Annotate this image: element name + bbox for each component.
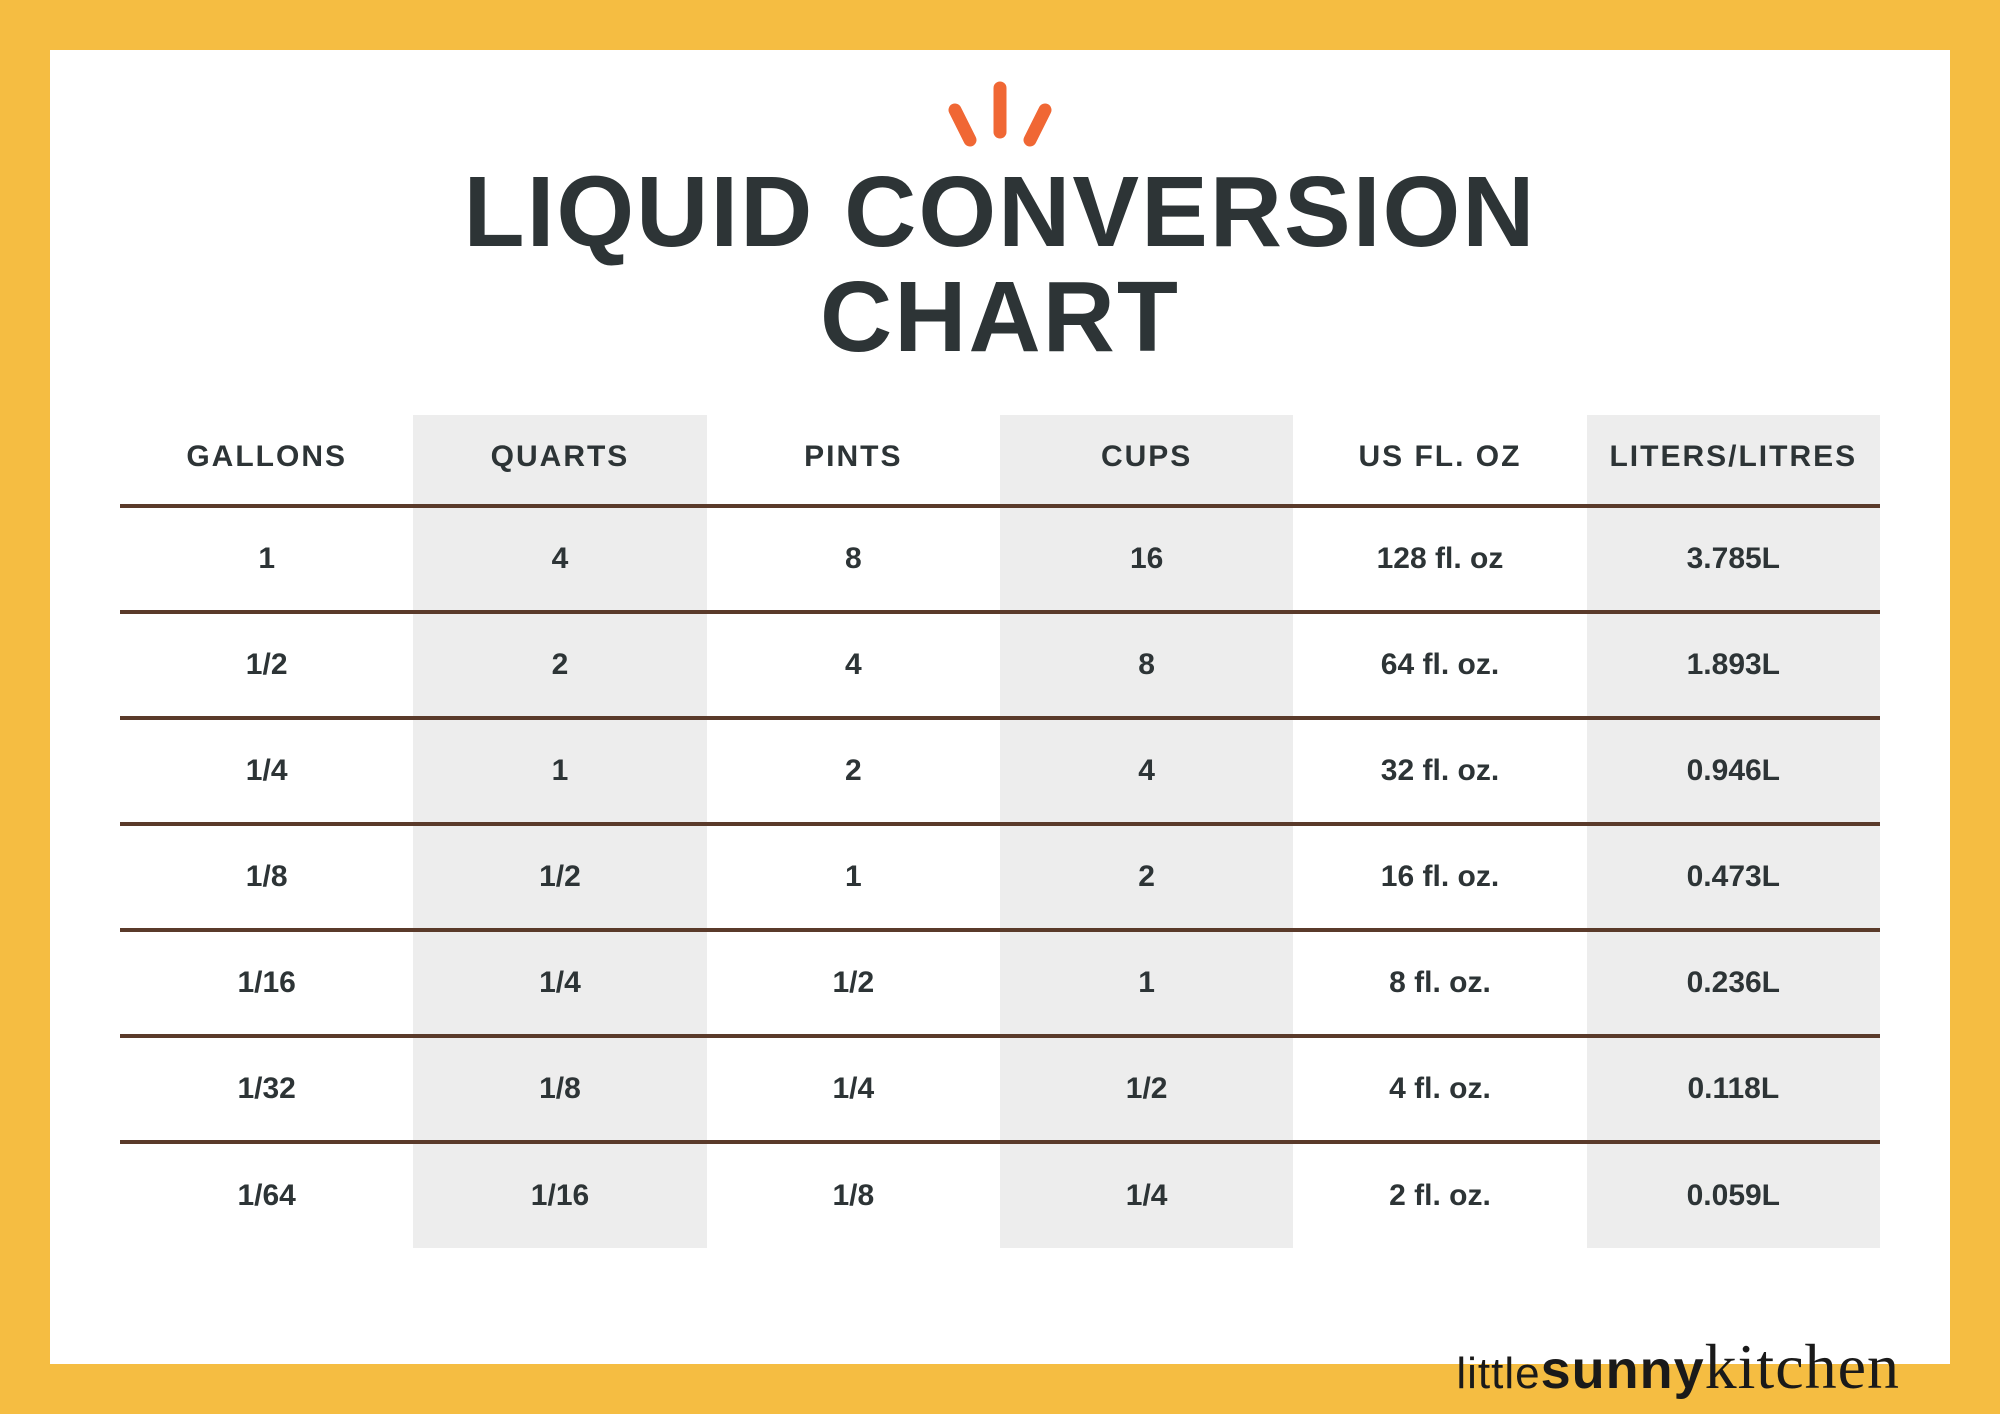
table-cell: 16: [1000, 506, 1293, 612]
table-cell: 8: [707, 506, 1000, 612]
table-cell: 32 fl. oz.: [1293, 718, 1586, 824]
table-cell: 2: [413, 612, 706, 718]
spark-icon: [930, 80, 1070, 160]
table-cell: 2: [707, 718, 1000, 824]
table-row: 1/321/81/41/24 fl. oz.0.118L: [120, 1036, 1880, 1142]
table-row: 14816128 fl. oz3.785L: [120, 506, 1880, 612]
table-cell: 2 fl. oz.: [1293, 1142, 1586, 1248]
table-cell: 64 fl. oz.: [1293, 612, 1586, 718]
logo-sunny: sunny: [1541, 1340, 1705, 1400]
table-header-row: GALLONS QUARTS PINTS CUPS US FL. OZ LITE…: [120, 415, 1880, 506]
table-row: 1/412432 fl. oz.0.946L: [120, 718, 1880, 824]
table-row: 1/224864 fl. oz.1.893L: [120, 612, 1880, 718]
brand-logo: littlesunnykitchen: [1456, 1330, 1900, 1404]
table-cell: 4: [1000, 718, 1293, 824]
table-cell: 3.785L: [1587, 506, 1880, 612]
table-cell: 1/16: [120, 930, 413, 1036]
table-cell: 0.236L: [1587, 930, 1880, 1036]
table-cell: 1/32: [120, 1036, 413, 1142]
table-cell: 1: [413, 718, 706, 824]
table-cell: 1/2: [707, 930, 1000, 1036]
table-cell: 16 fl. oz.: [1293, 824, 1586, 930]
table-cell: 1/2: [1000, 1036, 1293, 1142]
table-row: 1/161/41/218 fl. oz.0.236L: [120, 930, 1880, 1036]
table-cell: 1/2: [120, 612, 413, 718]
table-cell: 8 fl. oz.: [1293, 930, 1586, 1036]
table-cell: 1/4: [413, 930, 706, 1036]
table-cell: 1: [1000, 930, 1293, 1036]
table-cell: 4: [413, 506, 706, 612]
table-cell: 0.059L: [1587, 1142, 1880, 1248]
col-quarts: QUARTS: [413, 415, 706, 506]
table-body: 14816128 fl. oz3.785L1/224864 fl. oz.1.8…: [120, 506, 1880, 1248]
table-cell: 1: [707, 824, 1000, 930]
table-cell: 1/4: [707, 1036, 1000, 1142]
table-cell: 1/4: [1000, 1142, 1293, 1248]
table-cell: 0.946L: [1587, 718, 1880, 824]
table-cell: 1: [120, 506, 413, 612]
border-frame: LIQUID CONVERSION CHART GALLONS QUARTS P…: [0, 0, 2000, 1414]
col-liters: LITERS/LITRES: [1587, 415, 1880, 506]
col-pints: PINTS: [707, 415, 1000, 506]
table-cell: 1/8: [707, 1142, 1000, 1248]
table-cell: 1/8: [120, 824, 413, 930]
table-cell: 8: [1000, 612, 1293, 718]
logo-kitchen: kitchen: [1705, 1331, 1900, 1402]
table-cell: 1/16: [413, 1142, 706, 1248]
table-cell: 1/4: [120, 718, 413, 824]
page-title: LIQUID CONVERSION CHART: [120, 160, 1880, 370]
col-gallons: GALLONS: [120, 415, 413, 506]
table-row: 1/641/161/81/42 fl. oz.0.059L: [120, 1142, 1880, 1248]
table-cell: 1.893L: [1587, 612, 1880, 718]
table-row: 1/81/21216 fl. oz.0.473L: [120, 824, 1880, 930]
table-cell: 4: [707, 612, 1000, 718]
table-cell: 128 fl. oz: [1293, 506, 1586, 612]
table-cell: 1/64: [120, 1142, 413, 1248]
title-line-2: CHART: [820, 261, 1180, 373]
table-cell: 1/2: [413, 824, 706, 930]
conversion-table: GALLONS QUARTS PINTS CUPS US FL. OZ LITE…: [120, 415, 1880, 1248]
table-cell: 1/8: [413, 1036, 706, 1142]
col-floz: US FL. OZ: [1293, 415, 1586, 506]
table-cell: 2: [1000, 824, 1293, 930]
logo-little: little: [1456, 1349, 1540, 1398]
table-cell: 4 fl. oz.: [1293, 1036, 1586, 1142]
table-cell: 0.118L: [1587, 1036, 1880, 1142]
col-cups: CUPS: [1000, 415, 1293, 506]
table-cell: 0.473L: [1587, 824, 1880, 930]
chart-card: LIQUID CONVERSION CHART GALLONS QUARTS P…: [50, 50, 1950, 1364]
title-line-1: LIQUID CONVERSION: [464, 156, 1537, 268]
